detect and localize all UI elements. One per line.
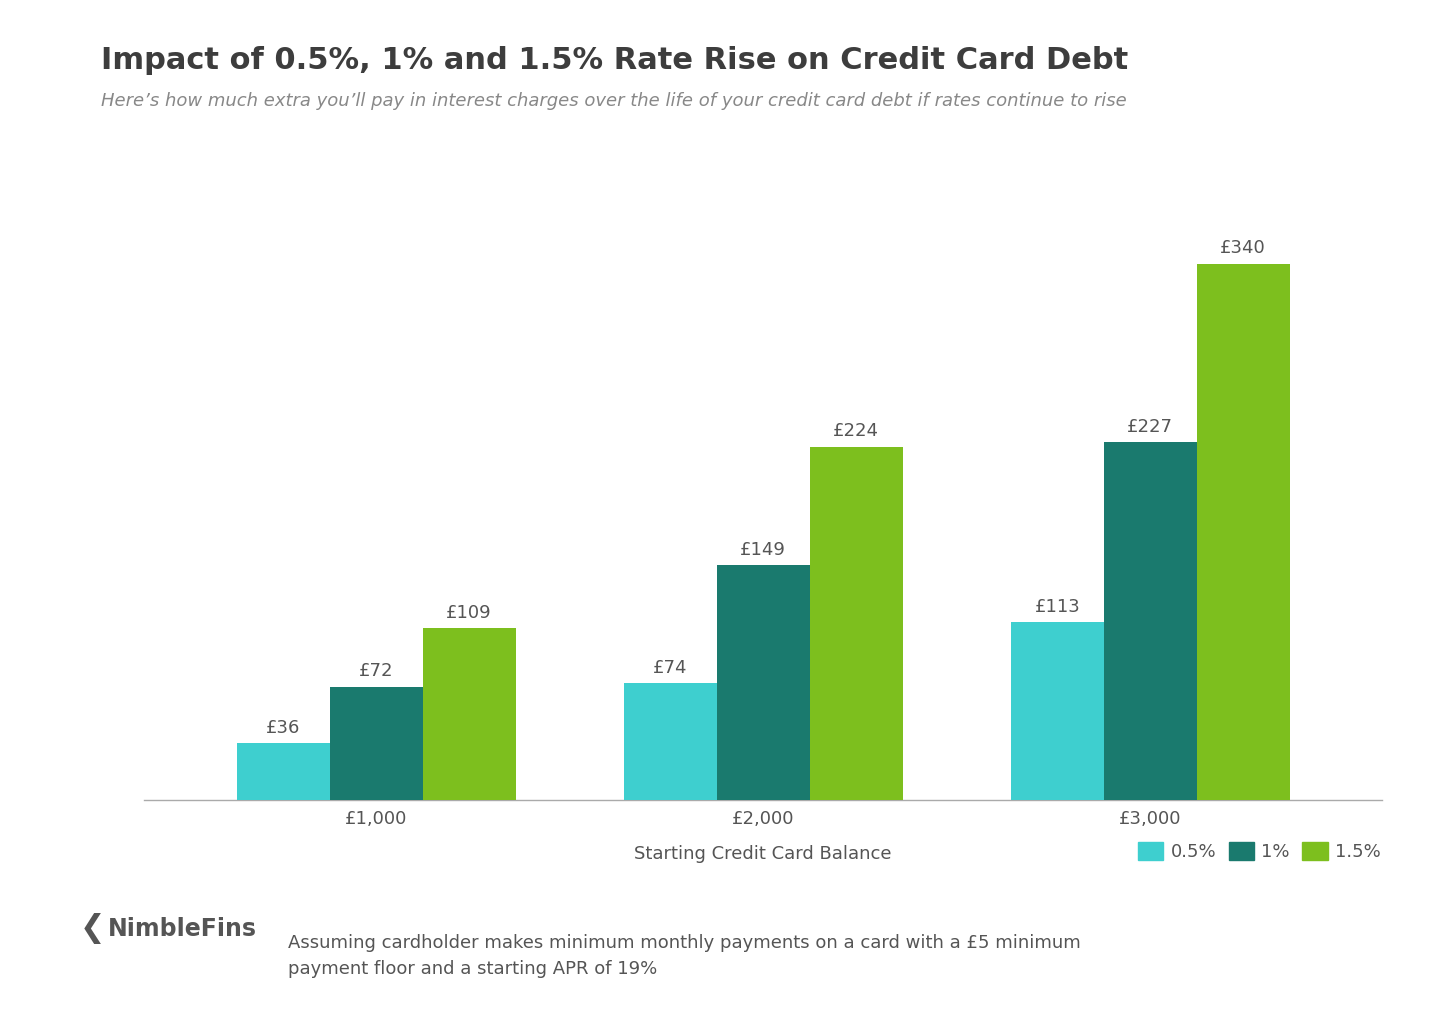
Text: Impact of 0.5%, 1% and 1.5% Rate Rise on Credit Card Debt: Impact of 0.5%, 1% and 1.5% Rate Rise on… <box>101 46 1128 75</box>
Bar <box>1197 264 1290 800</box>
Text: £149: £149 <box>740 541 786 559</box>
Text: £227: £227 <box>1128 418 1174 436</box>
Text: Assuming cardholder makes minimum monthly payments on a card with a £5 minimum
p: Assuming cardholder makes minimum monthl… <box>288 934 1081 978</box>
Text: £36: £36 <box>266 719 301 737</box>
Legend: 0.5%, 1%, 1.5%: 0.5%, 1%, 1.5% <box>1130 835 1388 868</box>
Text: Here’s how much extra you’ll pay in interest charges over the life of your credi: Here’s how much extra you’ll pay in inte… <box>101 92 1126 111</box>
Bar <box>624 683 717 800</box>
Text: £72: £72 <box>359 663 393 680</box>
Text: £74: £74 <box>654 659 687 677</box>
Bar <box>1103 442 1197 800</box>
Text: £113: £113 <box>1034 597 1080 616</box>
Bar <box>1011 622 1103 800</box>
Bar <box>423 628 516 800</box>
Text: £224: £224 <box>834 423 878 440</box>
Text: £109: £109 <box>446 604 492 622</box>
Text: NimbleFins: NimbleFins <box>108 916 256 941</box>
Text: ❮: ❮ <box>79 913 105 944</box>
Text: £340: £340 <box>1220 239 1266 258</box>
Bar <box>330 686 423 800</box>
X-axis label: Starting Credit Card Balance: Starting Credit Card Balance <box>635 844 891 863</box>
Bar <box>717 565 809 800</box>
Bar <box>809 446 903 800</box>
Bar <box>238 744 330 800</box>
